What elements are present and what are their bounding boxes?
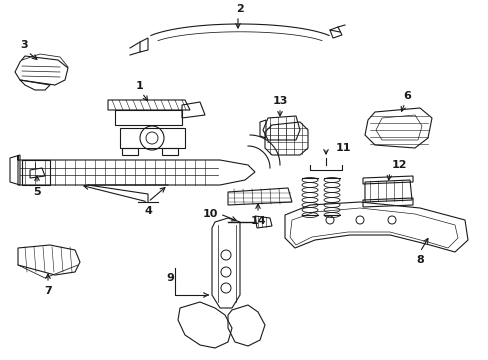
Text: 11: 11 bbox=[335, 143, 351, 153]
Text: 12: 12 bbox=[391, 160, 407, 170]
Text: 9: 9 bbox=[166, 273, 174, 283]
Text: 13: 13 bbox=[272, 96, 287, 106]
Text: 1: 1 bbox=[136, 81, 143, 91]
Text: 14: 14 bbox=[250, 216, 265, 226]
Text: 4: 4 bbox=[144, 206, 152, 216]
Text: 10: 10 bbox=[202, 209, 218, 219]
Text: 3: 3 bbox=[20, 40, 28, 50]
Text: 2: 2 bbox=[236, 4, 244, 14]
Text: 6: 6 bbox=[402, 91, 410, 101]
Text: 5: 5 bbox=[33, 187, 41, 197]
Text: 8: 8 bbox=[415, 255, 423, 265]
Text: 7: 7 bbox=[44, 286, 52, 296]
